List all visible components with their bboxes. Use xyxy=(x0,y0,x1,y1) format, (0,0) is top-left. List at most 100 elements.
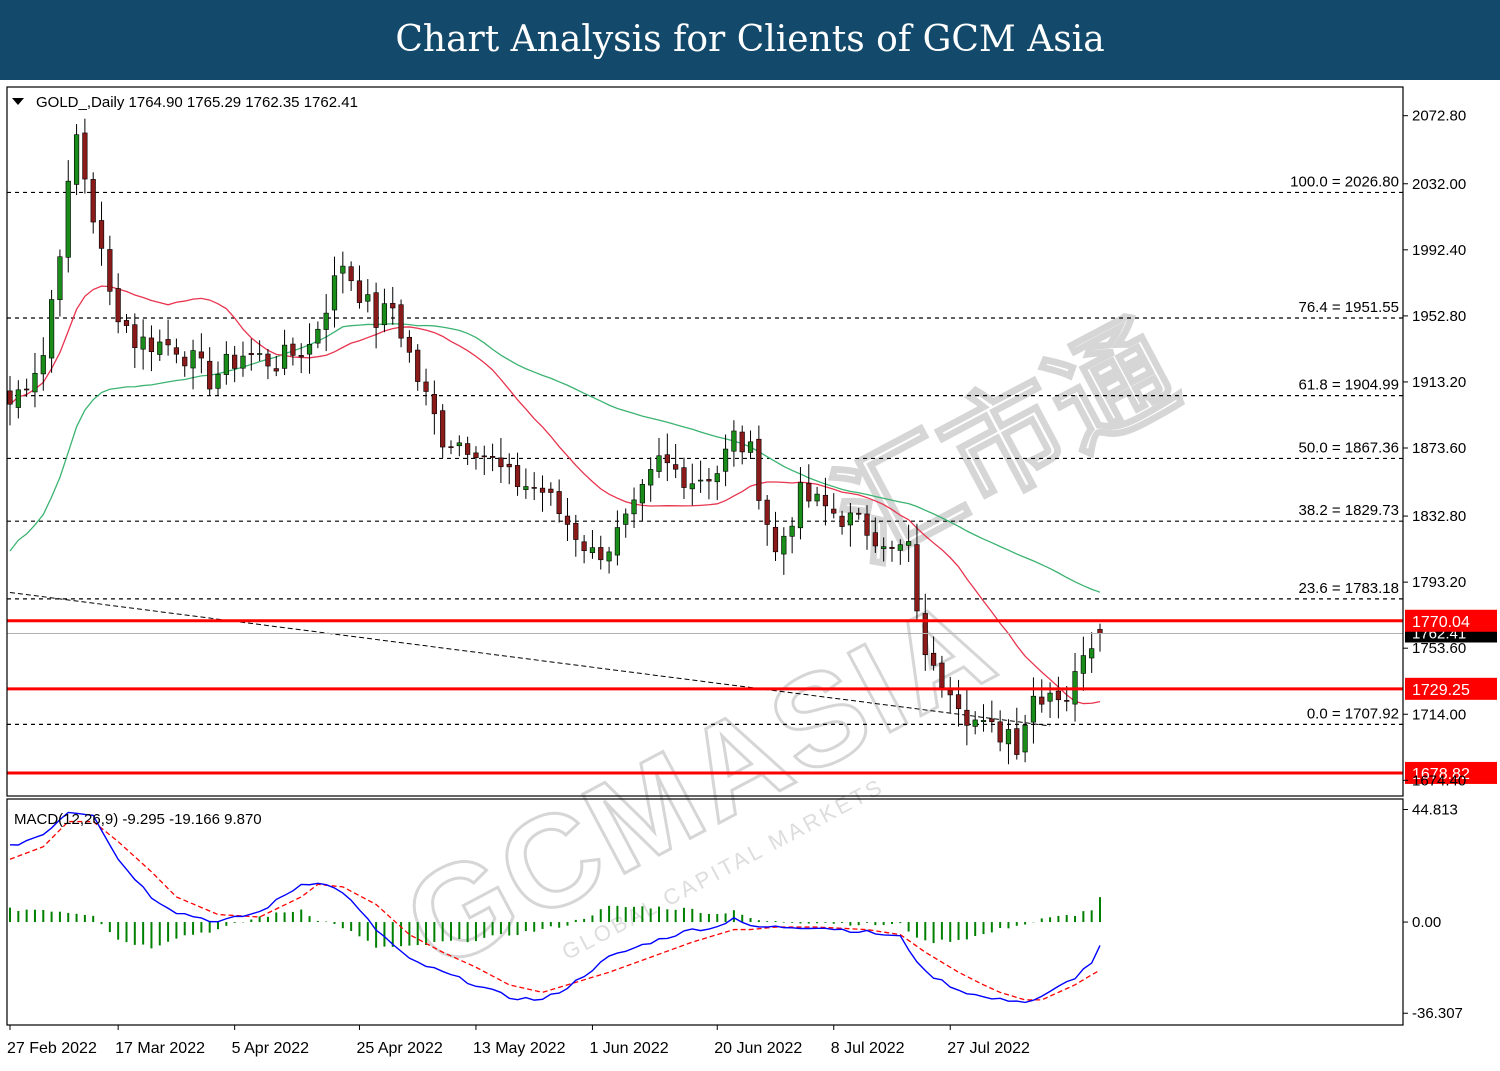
candle xyxy=(822,477,829,526)
candle-body xyxy=(248,353,254,355)
y-tick-label: 1873.60 xyxy=(1412,440,1466,457)
candle xyxy=(731,420,737,467)
candle xyxy=(57,249,63,317)
candlesticks xyxy=(7,118,1103,765)
candle-body xyxy=(906,541,912,546)
candle-body xyxy=(306,344,313,355)
watermark-chinese: 汇市通 xyxy=(814,298,1197,590)
macd-tick-label: 44.813 xyxy=(1412,801,1458,818)
candle xyxy=(331,256,338,328)
candle xyxy=(648,457,654,502)
y-tick-label: 1832.80 xyxy=(1412,508,1466,525)
candle-body xyxy=(506,463,512,468)
moving-averages xyxy=(9,285,1101,705)
candle xyxy=(73,124,80,196)
candle-body xyxy=(215,373,221,389)
candle xyxy=(589,529,596,559)
candle xyxy=(581,535,587,564)
candle xyxy=(631,487,637,529)
candle xyxy=(772,511,779,561)
candle xyxy=(423,368,429,406)
x-tick-label: 8 Jul 2022 xyxy=(831,1040,905,1057)
fibonacci-label: 50.0 = 1867.36 xyxy=(1298,439,1399,456)
candle xyxy=(415,344,421,391)
candle xyxy=(889,540,895,562)
candle-body xyxy=(198,351,204,359)
candle-body xyxy=(73,134,80,185)
candle xyxy=(340,251,346,294)
candle xyxy=(814,486,820,507)
candle xyxy=(856,507,862,520)
candle xyxy=(689,463,695,506)
candle-body xyxy=(298,355,304,358)
candle xyxy=(248,338,254,371)
candle-body xyxy=(939,662,945,688)
candle-body xyxy=(972,719,978,727)
macd-line xyxy=(9,811,1101,1004)
candle xyxy=(157,329,163,361)
candle xyxy=(198,333,204,374)
candle xyxy=(872,517,878,553)
candle xyxy=(1080,636,1086,691)
candle xyxy=(323,294,329,352)
candle xyxy=(972,711,978,735)
level-box xyxy=(1405,677,1497,700)
candle-body xyxy=(465,443,471,455)
candle xyxy=(714,465,720,501)
fibonacci-label: 38.2 = 1829.73 xyxy=(1298,502,1399,519)
candle-body xyxy=(772,526,779,553)
candle xyxy=(623,508,629,538)
candle-body xyxy=(498,457,504,468)
candle xyxy=(123,313,130,333)
candle-body xyxy=(656,455,662,472)
dropdown-triangle-icon[interactable] xyxy=(12,98,24,105)
candle xyxy=(656,437,662,478)
candle xyxy=(1039,679,1045,713)
candle xyxy=(398,299,404,348)
candle-body xyxy=(489,456,496,458)
trendline xyxy=(9,591,1051,727)
candle xyxy=(606,546,612,574)
candle-body xyxy=(1080,655,1086,674)
candle xyxy=(906,524,912,562)
candle-body xyxy=(115,288,121,323)
panel-frames xyxy=(6,86,1404,1026)
candle-body xyxy=(473,452,479,459)
x-tick-label: 17 Mar 2022 xyxy=(115,1040,205,1057)
fibonacci-label: 61.8 = 1904.99 xyxy=(1298,377,1399,394)
fibonacci-label: 23.6 = 1783.18 xyxy=(1298,580,1399,597)
candle-body xyxy=(281,344,288,369)
candle-body xyxy=(157,341,163,355)
candle-body xyxy=(731,430,737,452)
candle xyxy=(722,434,729,487)
header-banner: Chart Analysis for Clients of GCM Asia xyxy=(0,0,1500,80)
candle xyxy=(90,172,96,234)
watermark-brand: GCMASIA xyxy=(382,567,1017,997)
y-tick-label: 1992.40 xyxy=(1412,242,1466,259)
candle xyxy=(265,349,271,380)
candle xyxy=(673,444,679,479)
level-box xyxy=(1405,761,1497,784)
candle xyxy=(847,502,853,547)
candle-body xyxy=(806,482,812,502)
candle xyxy=(32,352,38,408)
candle xyxy=(781,527,787,575)
y-tick-label: 1913.20 xyxy=(1412,374,1466,391)
candle xyxy=(373,282,379,349)
candle-body xyxy=(531,487,537,489)
moving-average-slow xyxy=(9,323,1101,593)
candle-body xyxy=(182,356,188,367)
candle xyxy=(65,160,71,273)
candle-body xyxy=(1030,695,1037,723)
candle xyxy=(523,468,529,499)
candle xyxy=(315,321,321,349)
y-tick-label: 1952.80 xyxy=(1412,308,1466,325)
candle-body xyxy=(589,547,596,554)
axes: 2072.80 2032.00 1992.40 1952.80 1913.20 1873.… xyxy=(7,108,1466,1057)
candle xyxy=(964,689,970,746)
candle-body xyxy=(290,343,296,356)
candle-body xyxy=(698,479,704,482)
candle xyxy=(506,453,512,485)
candle-body xyxy=(822,494,829,507)
